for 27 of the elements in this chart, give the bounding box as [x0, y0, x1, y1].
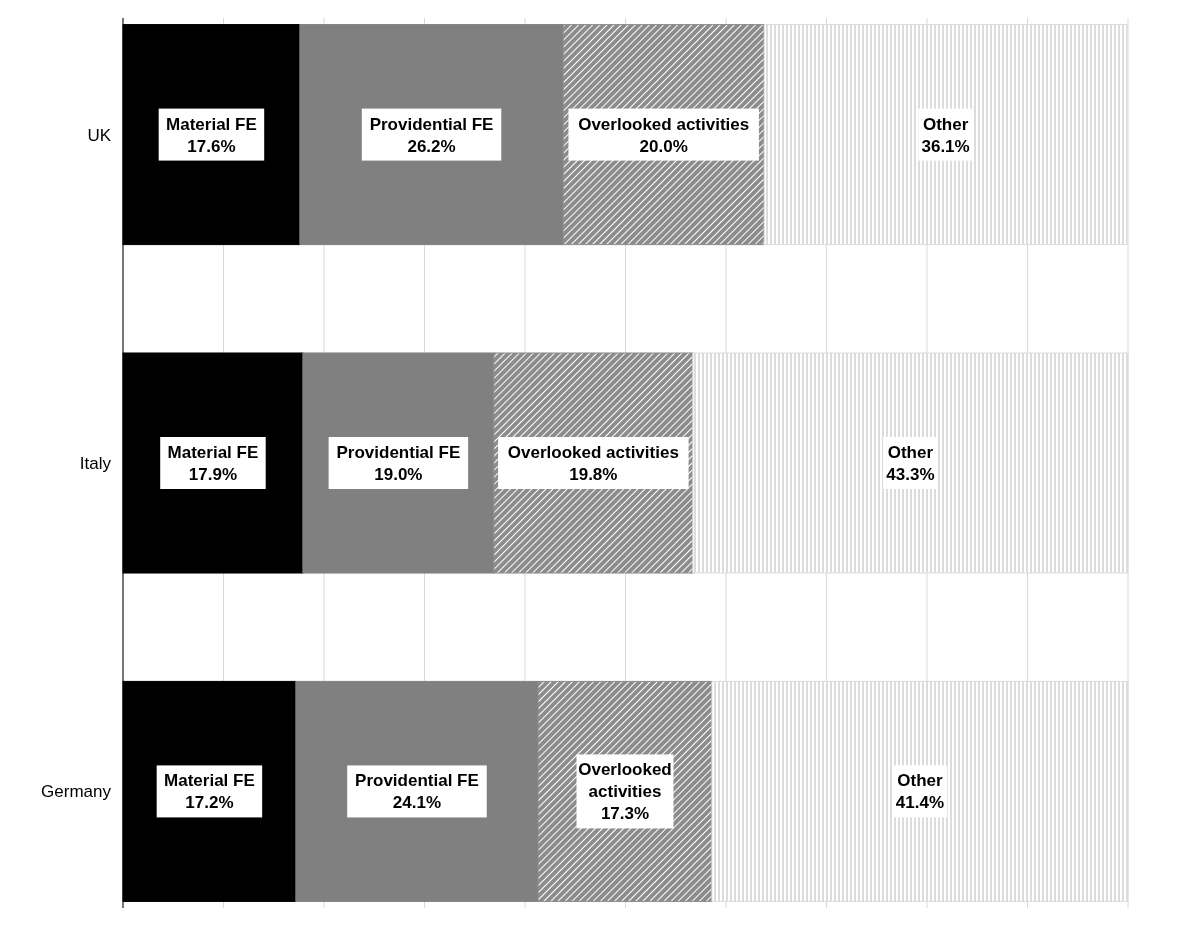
data-label: 19.0%	[374, 465, 423, 484]
data-label: 36.1%	[921, 136, 970, 156]
text: Material FE	[166, 114, 257, 134]
data-label: 19.8%	[569, 465, 618, 484]
data-label: 17.3%	[600, 804, 650, 824]
series-label: Material FE	[164, 771, 255, 791]
data-label: 26.2%	[407, 136, 456, 156]
series-label: Providential FE	[336, 443, 461, 462]
data-label: 20.0%	[639, 136, 688, 156]
y-tick-label: UK	[87, 125, 112, 145]
data-label: 17.2%	[185, 793, 234, 813]
y-tick-label: Italy	[79, 454, 112, 473]
text: Overlooked activities	[578, 760, 672, 802]
data-label: 24.1%	[392, 793, 442, 813]
data-label: 43.3%	[886, 465, 935, 484]
y-tick-label: Germany	[41, 782, 112, 802]
text: Overlooked activities	[578, 114, 750, 134]
text: Other	[887, 443, 934, 462]
data-label: 17.6%	[187, 136, 236, 156]
text: Providential FE	[369, 114, 494, 134]
text: Providential FE	[355, 771, 479, 791]
text: Other	[922, 114, 969, 134]
series-label: Other	[897, 771, 944, 791]
text: Material FE	[167, 443, 259, 462]
data-label: 17.9%	[188, 465, 238, 484]
data-label: 41.4%	[895, 793, 945, 813]
series-label: Overlooked activities	[507, 443, 679, 462]
